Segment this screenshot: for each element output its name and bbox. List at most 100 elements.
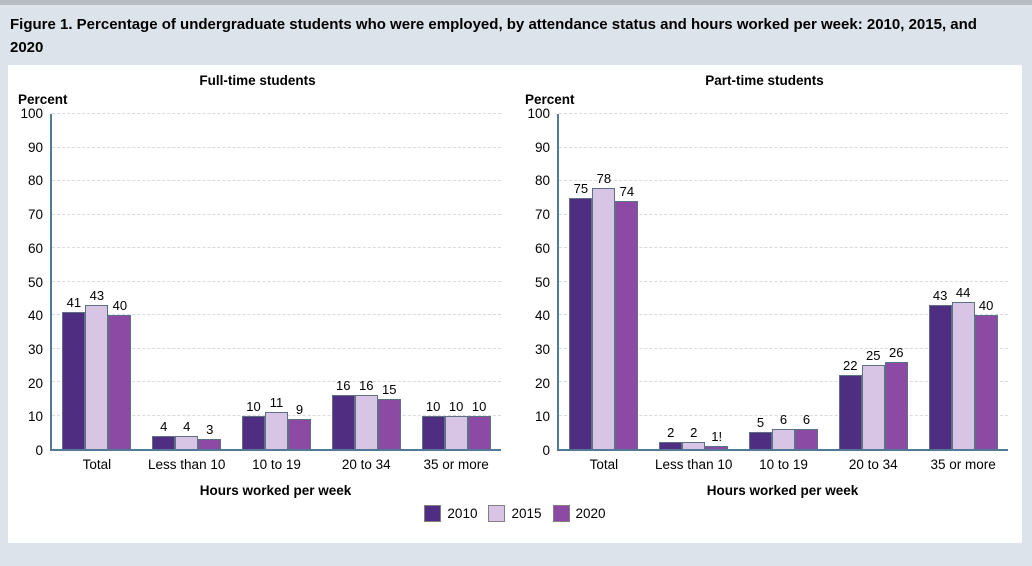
bar-group: 10 10 10 35 or more (411, 114, 501, 472)
category-label: Less than 10 (148, 457, 226, 472)
bar-2010: 43 (928, 288, 952, 449)
gridline (559, 180, 1008, 181)
category-label: Total (589, 457, 619, 472)
y-tick-label: 100 (527, 106, 550, 121)
bar-2010: 41 (62, 295, 86, 449)
category-label: 20 to 34 (848, 457, 898, 472)
bar-value-label: 11 (269, 395, 284, 411)
y-tick-label: 50 (27, 274, 43, 290)
bar-group: 2 2 1! Less than 10 (649, 114, 739, 472)
gridline (559, 146, 1008, 148)
bar-2010: 22 (838, 358, 862, 449)
bar-2015: 11 (264, 395, 288, 449)
y-tick-label: 0 (542, 443, 550, 458)
bar-2020: 74 (615, 184, 639, 449)
y-axis-title: Percent (18, 92, 68, 107)
bar-group: 22 25 26 20 to 34 (828, 114, 918, 472)
gridline (559, 347, 1008, 349)
gridline (52, 314, 501, 315)
y-tick-label: 70 (27, 207, 43, 223)
bar-2015: 2 (682, 425, 706, 449)
y-tick-label: 30 (27, 341, 43, 357)
bar-2015: 44 (951, 285, 975, 449)
bar-value-label: 41 (66, 294, 82, 310)
bar-2015: 6 (771, 412, 795, 449)
legend-swatch (552, 505, 570, 522)
category-label: 10 to 19 (759, 457, 808, 472)
y-tick-label: 80 (27, 173, 43, 189)
gridline (559, 314, 1008, 315)
gridline (52, 381, 501, 382)
y-tick-label: 60 (534, 240, 550, 256)
bar-2015: 78 (592, 171, 616, 449)
bar-value-label: 9 (295, 401, 304, 417)
bar-value-label: 10 (471, 398, 487, 414)
bar-2010: 10 (241, 399, 265, 449)
gridline (52, 146, 501, 148)
y-tick-label: 10 (534, 409, 550, 425)
bar-2015: 16 (354, 378, 378, 449)
bar-group: 75 78 74 Total (559, 114, 649, 472)
bar-value-label: 40 (978, 298, 994, 313)
y-tick-label: 90 (534, 139, 550, 155)
plot-row: 0 10 20 30 40 50 60 70 80 90 100 75 78 74 Total 2 2 1! Le… (521, 106, 1008, 472)
bar-2015: 4 (175, 419, 199, 449)
bar-2010: 10 (421, 399, 445, 449)
y-tick-label: 20 (534, 375, 550, 391)
y-tick-label: 30 (534, 341, 550, 357)
gridline (52, 247, 501, 248)
chart-part-time-students: Part-time students Percent 0 10 20 30 40 50 60… (515, 73, 1022, 498)
bar-value-label: 74 (619, 184, 635, 200)
legend-swatch (424, 505, 442, 522)
gridline (559, 247, 1008, 248)
y-axis-ticks: 0 10 20 30 40 50 60 70 80 90 100 (14, 106, 50, 458)
gridline (559, 113, 1008, 114)
y-axis-title: Percent (525, 92, 575, 107)
bar-2015: 25 (861, 348, 885, 449)
legend-label: 2020 (575, 506, 606, 521)
legend-item: 2020 (552, 505, 606, 522)
y-tick-label: 80 (534, 173, 550, 189)
legend-item: 2015 (488, 505, 542, 522)
category-label: Total (82, 457, 112, 472)
bar-group: 5 6 6 10 to 19 (739, 114, 829, 472)
y-tick-label: 10 (27, 409, 43, 425)
gridline (52, 213, 501, 215)
bar-2010: 75 (569, 181, 593, 449)
bar-2020: 26 (884, 345, 908, 449)
y-tick-label: 70 (534, 207, 550, 223)
bar-value-label: 43 (89, 287, 105, 303)
bar-2020: 3 (198, 422, 222, 449)
top-border-bar (0, 0, 1032, 5)
y-axis-ticks: 0 10 20 30 40 50 60 70 80 90 100 (521, 106, 557, 458)
y-tick-label: 90 (27, 139, 43, 155)
gridline (52, 113, 501, 114)
figure-page: Figure 1. Percentage of undergraduate st… (0, 0, 1032, 543)
charts-row: Full-time students Percent 0 10 20 30 40 50 60… (8, 73, 1022, 498)
chart-full-time-students: Full-time students Percent 0 10 20 30 40 50 60… (8, 73, 515, 498)
plot-row: 0 10 20 30 40 50 60 70 80 90 100 41 43 40 Total 4 4 3 Les… (14, 106, 501, 472)
legend-item: 2010 (424, 505, 477, 522)
category-label: 20 to 34 (341, 457, 391, 472)
x-axis-title: Hours worked per week (706, 483, 859, 498)
bar-group: 41 43 40 Total (52, 114, 142, 472)
bar-value-label: 3 (206, 421, 214, 437)
bar-value-label: 43 (932, 287, 948, 303)
y-tick-label: 0 (35, 443, 43, 458)
bar-2015: 10 (444, 399, 468, 449)
bar-value-label: 78 (596, 170, 612, 186)
gridline (52, 180, 501, 181)
gridline (559, 280, 1008, 282)
gridline (559, 381, 1008, 382)
gridline (559, 414, 1008, 416)
legend-label: 2015 (511, 506, 542, 521)
bar-2015: 43 (85, 288, 109, 449)
chart-title: Full-time students (199, 73, 316, 88)
bar-2020: 10 (467, 399, 491, 449)
bar-value-label: 4 (183, 418, 191, 434)
bar-value-label: 4 (160, 418, 168, 434)
chart-title: Part-time students (705, 73, 824, 88)
bar-value-label: 25 (866, 348, 881, 364)
bar-value-label: 10 (425, 398, 441, 414)
bar-value-label: 16 (336, 378, 351, 394)
